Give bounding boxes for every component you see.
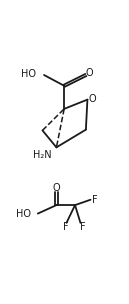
Text: HO: HO xyxy=(16,209,31,219)
Text: O: O xyxy=(86,68,94,78)
Text: F: F xyxy=(63,223,68,233)
Text: F: F xyxy=(80,223,86,233)
Text: F: F xyxy=(92,195,97,205)
Text: HO: HO xyxy=(21,69,36,79)
Text: H₂N: H₂N xyxy=(33,150,52,160)
Text: O: O xyxy=(88,94,96,104)
Text: O: O xyxy=(53,183,60,193)
